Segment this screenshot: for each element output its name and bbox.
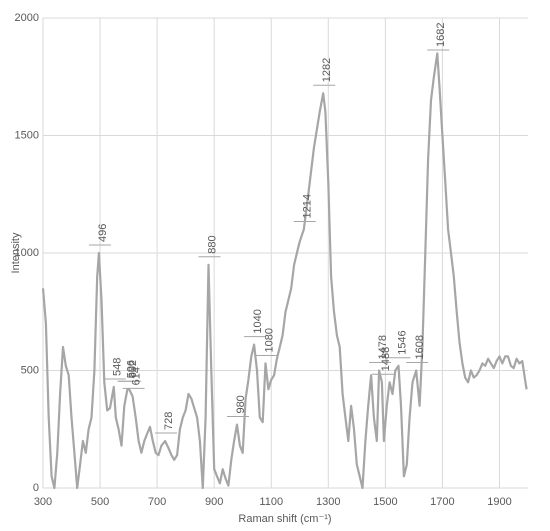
y-axis-label: Intensity xyxy=(10,232,22,273)
annotation-label: 596 xyxy=(125,360,137,378)
x-tick-label: 1300 xyxy=(316,496,340,508)
annotation-label: 1608 xyxy=(414,335,426,359)
y-tick-label: 2000 xyxy=(15,12,39,24)
annotation-label: 1080 xyxy=(263,328,275,352)
y-tick-label: 1000 xyxy=(15,247,39,259)
x-tick-label: 500 xyxy=(91,496,109,508)
annotation-label: 1546 xyxy=(396,330,408,354)
x-tick-label: 900 xyxy=(205,496,223,508)
annotation-label: 1478 xyxy=(377,335,389,359)
annotation-label: 614 xyxy=(130,367,142,385)
annotation-label: 496 xyxy=(97,224,109,242)
annotation-label: 980 xyxy=(235,395,247,413)
annotation-label: 548 xyxy=(112,358,124,376)
annotation-label: 1682 xyxy=(435,23,447,47)
annotation-label: 880 xyxy=(206,235,218,253)
y-tick-label: 1500 xyxy=(15,129,39,141)
annotation-label: 602 xyxy=(127,360,139,378)
x-tick-label: 1500 xyxy=(373,496,397,508)
x-tick-label: 1100 xyxy=(259,496,283,508)
x-tick-label: 1700 xyxy=(430,496,454,508)
x-tick-label: 300 xyxy=(34,496,52,508)
annotation-label: 1040 xyxy=(252,309,264,333)
y-tick-label: 500 xyxy=(21,364,39,376)
spectrum-line xyxy=(41,52,528,490)
annotation-label: 1214 xyxy=(302,194,314,218)
x-tick-label: 1900 xyxy=(487,496,511,508)
x-axis-label: Raman shift (cm⁻¹) xyxy=(238,513,331,525)
annotation-label: 1282 xyxy=(321,58,333,82)
annotation-label: 1488 xyxy=(380,347,392,371)
x-tick-label: 700 xyxy=(148,496,166,508)
y-tick-label: 0 xyxy=(33,482,39,494)
annotation-label: 728 xyxy=(163,412,175,430)
